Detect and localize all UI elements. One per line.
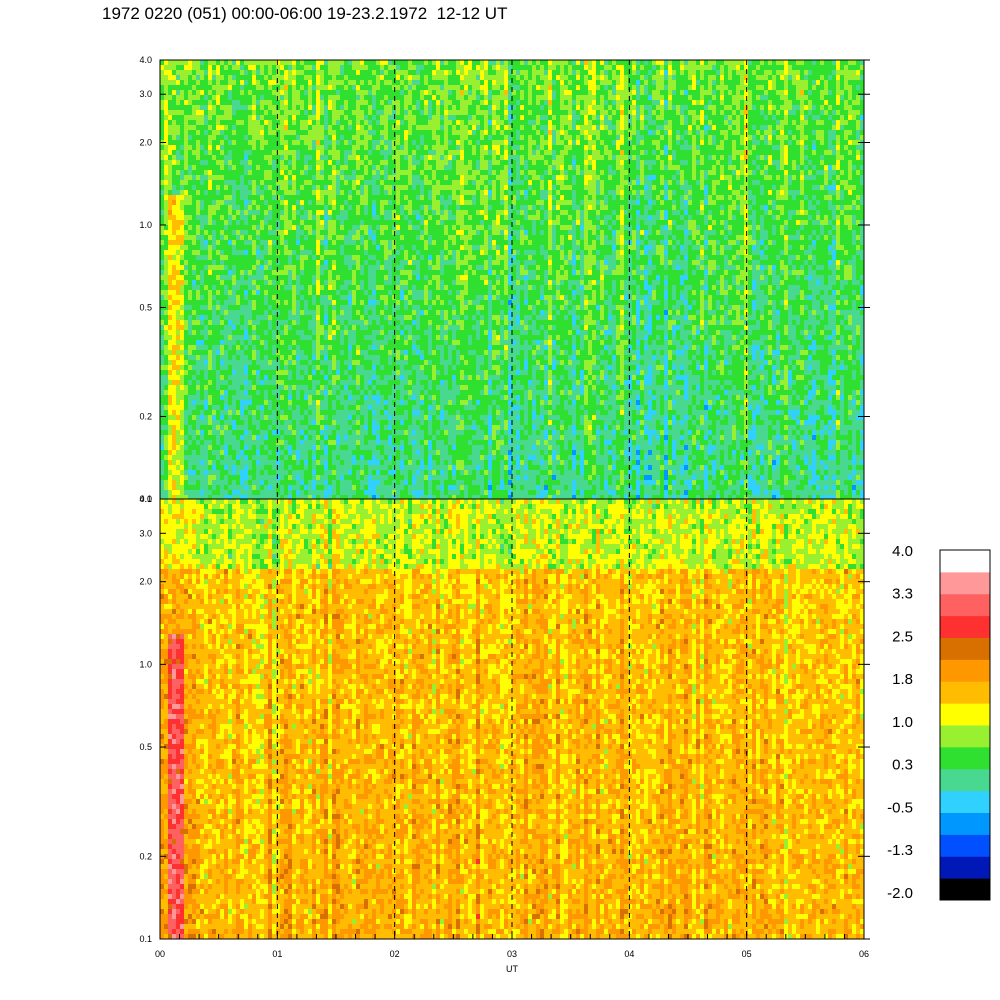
colorbar-segment xyxy=(940,659,990,682)
x-tick-label: 06 xyxy=(859,949,869,959)
colorbar-label: 1.0 xyxy=(892,714,913,731)
x-tick-label: 05 xyxy=(742,949,752,959)
colorbar-label: 1.8 xyxy=(892,671,913,688)
lower-panel-ytick-label: 2.0 xyxy=(139,577,152,587)
upper-panel xyxy=(160,60,864,500)
colorbar-label: 0.3 xyxy=(892,757,913,774)
lower-panel-ytick-label: 4.0 xyxy=(139,494,152,504)
upper-panel-ytick-label: 4.0 xyxy=(139,55,152,65)
colorbar-segment xyxy=(940,790,990,813)
lower-panel-ytick-label: 3.0 xyxy=(139,528,152,538)
x-tick-label: 00 xyxy=(155,949,165,959)
colorbar-segment xyxy=(940,725,990,748)
colorbar-segment xyxy=(940,637,990,660)
colorbar-segment xyxy=(940,550,990,573)
colorbar-label: -0.5 xyxy=(887,799,913,816)
x-axis-label: UT xyxy=(506,964,518,974)
colorbar-segment xyxy=(940,681,990,704)
upper-panel-ytick-label: 0.2 xyxy=(139,412,152,422)
colorbar-segment xyxy=(940,768,990,792)
colorbar-label: 3.3 xyxy=(892,586,913,603)
lower-panel-ytick-label: 0.1 xyxy=(139,934,152,944)
upper-panel-ytick-label: 3.0 xyxy=(139,89,152,99)
x-tick-label: 04 xyxy=(624,949,634,959)
x-tick-label: 01 xyxy=(272,949,282,959)
upper-panel-ytick-label: 0.1 xyxy=(139,494,152,504)
colorbar-segment xyxy=(940,703,990,726)
colorbar-segment xyxy=(940,593,990,617)
colorbar-segment xyxy=(940,878,990,901)
colorbar: 4.0 3.3 2.5 1.8 1.0 0.3 -0.5 -1.3 -2.0 xyxy=(887,543,991,902)
colorbar-label: 2.5 xyxy=(892,628,913,645)
colorbar-label: -1.3 xyxy=(887,842,913,859)
colorbar-segment xyxy=(940,812,990,835)
colorbar-segment xyxy=(940,746,990,770)
lower-panel-ytick-label: 1.0 xyxy=(139,659,152,669)
colorbar-label: -2.0 xyxy=(887,885,913,902)
lower-panel-ytick-label: 0.2 xyxy=(139,851,152,861)
upper-panel-ytick-label: 2.0 xyxy=(139,137,152,147)
colorbar-segment xyxy=(940,856,990,879)
lower-panel xyxy=(160,499,864,939)
upper-panel-ytick-label: 1.0 xyxy=(139,220,152,230)
chart-title: 1972 0220 (051) 00:00-06:00 19-23.2.1972… xyxy=(102,4,507,24)
x-tick-label: 02 xyxy=(390,949,400,959)
lower-panel-ytick-label: 0.5 xyxy=(139,742,152,752)
colorbar-segment xyxy=(940,615,990,638)
colorbar-label: 4.0 xyxy=(892,543,913,560)
colorbar-segment xyxy=(940,571,990,595)
upper-panel-ytick-label: 0.5 xyxy=(139,302,152,312)
colorbar-segment xyxy=(940,834,990,857)
x-tick-label: 03 xyxy=(507,949,517,959)
colorbar-frame xyxy=(939,549,991,901)
